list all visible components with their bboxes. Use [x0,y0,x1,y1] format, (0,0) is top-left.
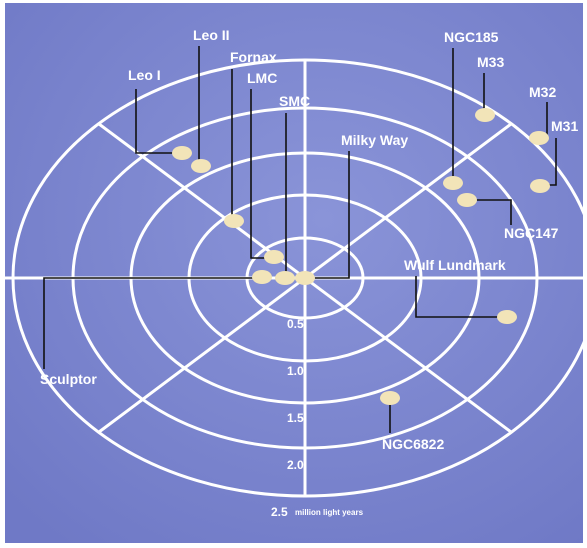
galaxy-milky-way [295,271,315,285]
scale-label-1-5: 1.5 [287,411,304,425]
galaxy-leo-ii [191,159,211,173]
label-m33: M33 [477,54,504,70]
galaxy-fornax [224,214,244,228]
label-lmc: LMC [247,70,277,86]
label-m32: M32 [529,84,556,100]
label-fornax: Fornax [230,49,277,65]
scale-label-2-0: 2.0 [287,458,304,472]
label-m31: M31 [551,118,578,134]
galaxy-wulf-lundmark [497,310,517,324]
scale-label-0-5: 0.5 [287,317,304,331]
galaxy-leo-i [172,146,192,160]
scale-label-2-5: 2.5 [271,505,288,519]
label-ngc185: NGC185 [444,29,499,45]
label-leo-i: Leo I [128,67,161,83]
galaxy-m31 [530,179,550,193]
label-sculptor: Sculptor [40,371,97,387]
galaxy-sculptor [252,270,272,284]
galaxy-m32 [529,131,549,145]
scale-unit-label: million light years [295,508,364,517]
label-smc: SMC [279,93,310,109]
label-wulf-lundmark: Wulf Lundmark [404,257,506,273]
galaxy-lmc [264,250,284,264]
label-milky-way: Milky Way [341,132,408,148]
label-ngc147: NGC147 [504,225,559,241]
galaxy-smc [275,271,295,285]
label-leo-ii: Leo II [193,27,230,43]
galaxy-m33 [475,108,495,122]
label-ngc6822: NGC6822 [382,436,444,452]
galaxy-ngc6822 [380,391,400,405]
scale-label-1-0: 1.0 [287,364,304,378]
galaxy-ngc147 [457,193,477,207]
galaxy-ngc185 [443,176,463,190]
